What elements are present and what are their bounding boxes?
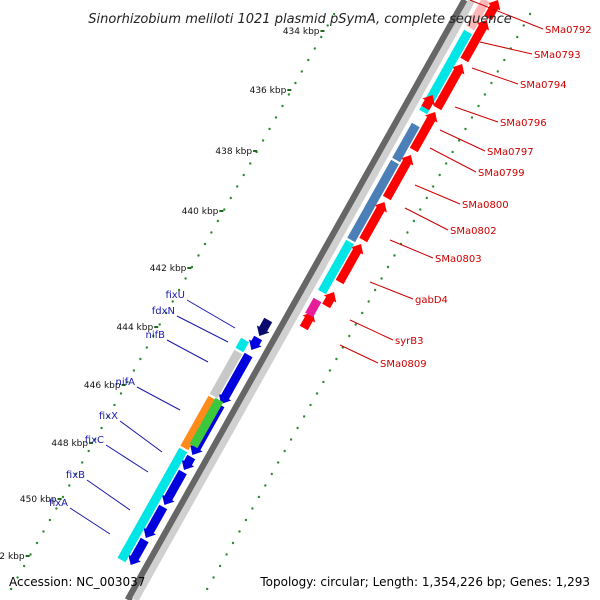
gene-label: syrB3: [395, 336, 423, 347]
scale-tick-label: 438 kbp: [215, 147, 252, 157]
cds-feature: [189, 397, 224, 449]
outer-scale-ring: [206, 12, 532, 591]
gene-tracks: [117, 0, 501, 565]
gene-label: SMa0793: [534, 50, 581, 61]
reverse-strand-gene: [382, 155, 414, 201]
scale-tick-label: 448 kbp: [51, 439, 88, 449]
reverse-strand-gene: [335, 244, 364, 285]
scale-tick-label: 446 kbp: [84, 381, 121, 391]
reverse-strand-gene: [322, 292, 337, 309]
cds-feature: [392, 122, 420, 163]
scale-tick-label: 444 kbp: [117, 323, 154, 333]
forward-strand-gene: [143, 504, 168, 538]
gene-label: SMa0802: [450, 226, 497, 237]
gene-label: SMa0797: [487, 147, 534, 158]
reverse-strand-gene: [433, 64, 465, 111]
gene-label: SMa0800: [462, 200, 509, 211]
map-title: Sinorhizobium meliloti 1021 plasmid pSym…: [88, 12, 511, 27]
cds-feature: [180, 395, 217, 451]
scale-tick-label: 452 kbp: [0, 552, 25, 562]
gene-label: fixC: [85, 435, 104, 446]
reverse-strand-gene: [299, 312, 316, 331]
gene-label: gabD4: [415, 295, 448, 306]
scale-tick-labels: 434 kbp 436 kbp 438 kbp 440 kbp 442 kbp 444 k…: [0, 27, 325, 562]
gene-label: nifB: [146, 330, 166, 341]
accession-text: Accession: NC_003037: [9, 575, 145, 589]
scale-tick-label: 440 kbp: [182, 207, 219, 217]
scale-tick-label: 442 kbp: [150, 264, 187, 274]
scale-tick-label: 450 kbp: [20, 495, 57, 505]
inner-scale-ring: [10, 12, 336, 591]
gene-labels-right: SMa0792 SMa0793 SMa0794 SMa0796 SMa0797 SMa07…: [339, 0, 592, 370]
forward-strand-gene: [218, 352, 253, 404]
reverse-strand-gene: [484, 0, 501, 21]
forward-strand-gene: [128, 537, 149, 565]
gene-label: nifA: [116, 377, 136, 388]
forward-strand-gene: [181, 454, 196, 470]
gene-label: SMa0799: [478, 168, 525, 179]
gene-label: fdxN: [152, 306, 175, 317]
cds-feature: [305, 297, 322, 318]
gene-label: SMa0809: [380, 359, 427, 370]
forward-strand-gene: [256, 317, 273, 336]
gene-label: fixX: [99, 411, 118, 422]
scale-rings: [10, 12, 532, 591]
cds-feature: [419, 29, 472, 115]
cds-feature: [209, 349, 243, 399]
scale-tick-label: 436 kbp: [250, 86, 287, 96]
reverse-strand-gene: [460, 20, 490, 63]
reverse-strand-gene: [359, 202, 387, 243]
gene-label: fixB: [66, 470, 85, 481]
cds-feature: [235, 337, 249, 353]
cds-feature: [117, 447, 188, 563]
gene-label: SMa0796: [500, 118, 547, 129]
reverse-strand-gene: [409, 112, 438, 153]
gene-label: fixA: [49, 498, 68, 509]
sequence-backbone: [124, 0, 476, 600]
forward-strand-gene: [162, 469, 187, 505]
gene-label: SMa0792: [545, 25, 592, 36]
forward-strand-gene: [249, 335, 263, 350]
topology-text: Topology: circular; Length: 1,354,226 bp…: [259, 575, 590, 589]
scale-tick-label: 434 kbp: [283, 27, 320, 37]
cds-feature: [466, 0, 490, 31]
reverse-strand-gene: [421, 95, 435, 111]
gene-label: SMa0794: [520, 80, 567, 91]
gene-label: SMa0803: [435, 254, 482, 265]
cds-feature: [347, 159, 399, 243]
gene-labels-left: fixU fdxN nifB nifA fixX fixC fixB fixA: [49, 290, 236, 535]
gene-label: fixU: [165, 290, 185, 301]
cds-feature: [318, 239, 354, 295]
